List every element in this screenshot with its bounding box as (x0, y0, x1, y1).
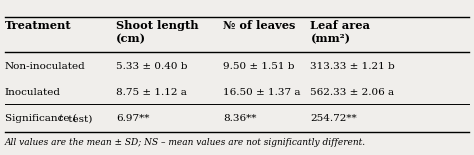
Text: Leaf area
(mm²): Leaf area (mm²) (310, 20, 371, 44)
Text: Non-inoculated: Non-inoculated (5, 62, 85, 71)
Text: test): test) (65, 114, 93, 123)
Text: 562.33 ± 2.06 a: 562.33 ± 2.06 a (310, 88, 394, 97)
Text: Shoot length
(cm): Shoot length (cm) (116, 20, 199, 44)
Text: 254.72**: 254.72** (310, 114, 357, 123)
Text: 6.97**: 6.97** (116, 114, 149, 123)
Text: All values are the mean ± SD; NS – mean values are not significantly different.: All values are the mean ± SD; NS – mean … (5, 138, 366, 147)
Text: 9.50 ± 1.51 b: 9.50 ± 1.51 b (223, 62, 294, 71)
Text: Inoculated: Inoculated (5, 88, 61, 97)
Text: 8.36**: 8.36** (223, 114, 256, 123)
Text: 16.50 ± 1.37 a: 16.50 ± 1.37 a (223, 88, 301, 97)
Text: № of leaves: № of leaves (223, 20, 295, 31)
Text: Treatment: Treatment (5, 20, 72, 31)
Text: t: t (59, 114, 63, 123)
Text: 313.33 ± 1.21 b: 313.33 ± 1.21 b (310, 62, 395, 71)
Text: 8.75 ± 1.12 a: 8.75 ± 1.12 a (116, 88, 187, 97)
Text: 5.33 ± 0.40 b: 5.33 ± 0.40 b (116, 62, 188, 71)
Text: Significance (: Significance ( (5, 114, 77, 123)
